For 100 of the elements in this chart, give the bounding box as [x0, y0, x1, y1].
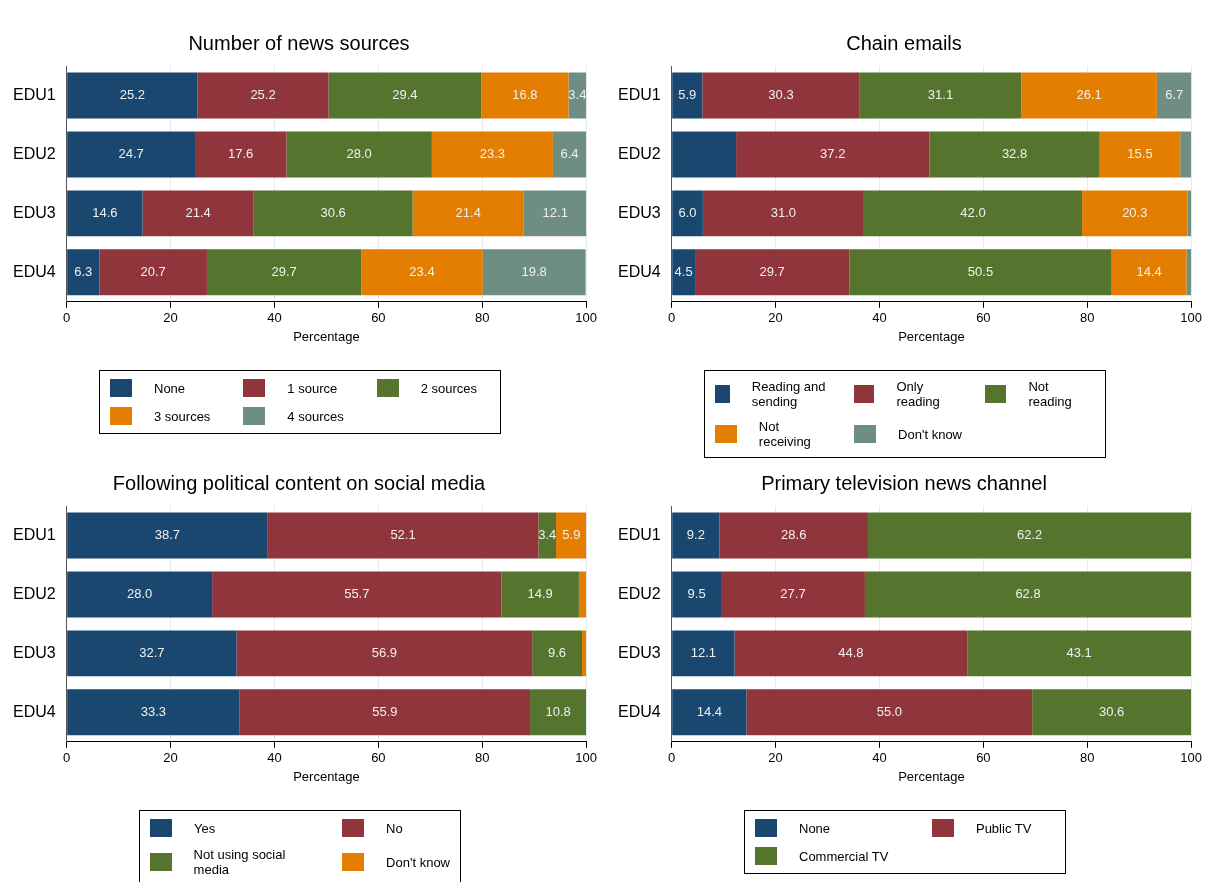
- x-tick-label: 0: [63, 310, 71, 326]
- data-label: 55.9: [372, 703, 398, 719]
- x-tick-label: 0: [668, 750, 676, 766]
- data-label: 25.2: [119, 87, 146, 103]
- data-label: 32.8: [1001, 146, 1028, 161]
- bar: [864, 571, 1192, 618]
- bar: [672, 630, 735, 677]
- bar: [1111, 249, 1187, 296]
- legend-label: Reading and sending: [751, 379, 827, 409]
- data-label: 29.4: [392, 87, 418, 103]
- data-label: 6.7: [1165, 87, 1184, 103]
- data-label: 20.3: [1122, 204, 1148, 220]
- x-axis-title: Percentage: [293, 328, 360, 344]
- bar: [556, 512, 587, 559]
- bar: [672, 131, 737, 178]
- bar: [746, 689, 1033, 736]
- data-label: 56.9: [371, 644, 397, 660]
- bar: [286, 131, 432, 178]
- bar: [568, 72, 587, 119]
- bar: [929, 131, 1100, 178]
- data-label: 37.2: [820, 146, 846, 161]
- y-tick-label: EDU3: [12, 203, 56, 221]
- data-label: 3.4: [568, 87, 587, 103]
- bar: [695, 249, 850, 296]
- y-tick-label: EDU2: [12, 584, 56, 602]
- data-label: 43.1: [1066, 644, 1092, 660]
- data-label: 31.0: [770, 204, 797, 220]
- legend-label: Commercial TV: [799, 848, 889, 864]
- y-tick-label: EDU1: [12, 85, 56, 103]
- chart-title: Chain emails: [846, 31, 962, 54]
- x-tick-label: 0: [668, 310, 676, 326]
- data-label: 21.4: [185, 204, 211, 220]
- data-label: 55.0: [876, 703, 902, 719]
- bar: [1186, 249, 1192, 296]
- data-label: 26.1: [1076, 87, 1102, 103]
- legend-label: No: [386, 820, 403, 836]
- bar: [538, 512, 557, 559]
- bar: [672, 512, 720, 559]
- data-label: 9.2: [686, 527, 705, 543]
- x-tick-label: 100: [1180, 750, 1203, 766]
- data-label: 30.3: [768, 87, 794, 103]
- data-label: 50.5: [967, 263, 994, 279]
- data-label: 12.1: [690, 644, 717, 660]
- bar: [412, 190, 524, 237]
- y-tick-label: EDU1: [617, 525, 661, 543]
- bar: [197, 72, 329, 119]
- bar: [863, 190, 1083, 237]
- chart-title: Primary television news channel: [761, 471, 1047, 494]
- bar: [1180, 131, 1192, 178]
- bar: [67, 571, 213, 618]
- x-tick-label: 60: [371, 750, 386, 766]
- bar: [501, 571, 579, 618]
- bar: [67, 249, 100, 296]
- data-label: 6.3: [74, 263, 93, 279]
- legend-label: Not using social media: [193, 847, 287, 877]
- data-label: 27.7: [780, 586, 806, 601]
- bar: [530, 689, 587, 736]
- y-tick-label: EDU3: [617, 643, 661, 661]
- x-tick-label: 60: [371, 310, 386, 326]
- legend-label: Only reading: [896, 379, 941, 409]
- y-tick-label: EDU4: [617, 262, 661, 280]
- legend-label: None: [799, 820, 831, 836]
- bar: [194, 131, 287, 178]
- bar: [1099, 131, 1181, 178]
- legend-label: None: [154, 380, 186, 396]
- bar: [481, 72, 569, 119]
- bar: [719, 512, 869, 559]
- bar: [361, 249, 483, 296]
- bar: [67, 630, 237, 677]
- data-label: 14.6: [92, 204, 118, 220]
- data-label: 29.7: [271, 263, 297, 279]
- data-label: 9.6: [548, 644, 567, 660]
- bar: [721, 571, 865, 618]
- legend-label: Don't know: [386, 854, 450, 870]
- data-label: 21.4: [455, 204, 481, 220]
- y-tick-label: EDU1: [617, 85, 661, 103]
- x-tick-label: 100: [575, 750, 598, 766]
- bar: [1156, 72, 1192, 119]
- x-tick-label: 100: [575, 310, 598, 326]
- bar: [1021, 72, 1157, 119]
- x-tick-label: 20: [768, 750, 783, 766]
- chart-title: Number of news sources: [188, 31, 410, 54]
- bar: [67, 190, 143, 237]
- chart-title: Following political content on social media: [112, 471, 487, 494]
- data-label: 44.8: [838, 644, 864, 660]
- bar: [552, 131, 587, 178]
- data-label: 42.0: [960, 204, 986, 220]
- bar: [1082, 190, 1188, 237]
- legend-label: 1 source: [287, 380, 338, 396]
- bar: [328, 72, 482, 119]
- data-label: 55.7: [344, 586, 370, 601]
- data-label: 28.0: [346, 146, 372, 161]
- legend-label: 3 sources: [154, 408, 211, 424]
- x-tick-label: 0: [63, 750, 71, 766]
- data-label: 20.7: [140, 263, 166, 279]
- legend-label: Yes: [194, 820, 216, 836]
- bar: [67, 72, 198, 119]
- y-tick-label: EDU4: [617, 702, 661, 720]
- bar: [868, 512, 1192, 559]
- data-label: 32.7: [139, 644, 165, 660]
